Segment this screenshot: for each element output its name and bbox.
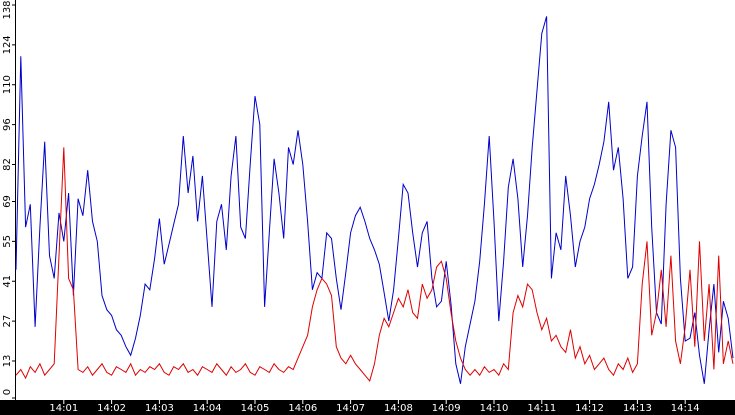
x-tick-label: 14:02: [97, 403, 126, 414]
x-tick-label: 14:03: [145, 403, 174, 414]
x-tick-label: 14:13: [623, 403, 652, 414]
y-tick-label: 69: [2, 195, 13, 208]
x-tick-label: 14:07: [336, 403, 365, 414]
x-tick-label: 14:08: [384, 403, 413, 414]
x-tick-label: 14:14: [671, 403, 700, 414]
series-line: [15, 147, 734, 382]
y-tick-label: 0: [2, 389, 13, 395]
x-tick-label: 14:06: [288, 403, 317, 414]
y-tick-label: 124: [2, 35, 13, 54]
x-tick-label: 14:01: [49, 403, 78, 414]
x-tick-label: 14:12: [575, 403, 604, 414]
x-tick-label: 14:09: [432, 403, 461, 414]
y-tick-label: 96: [2, 118, 13, 131]
x-tick-label: 14:10: [480, 403, 509, 414]
series-line: [15, 16, 734, 384]
x-tick-label: 14:04: [193, 403, 222, 414]
y-tick-label: 82: [2, 158, 13, 171]
y-tick-label: 138: [2, 0, 13, 19]
y-tick-label: 27: [2, 315, 13, 328]
y-tick-label: 110: [2, 75, 13, 94]
x-tick-label: 14:11: [527, 403, 556, 414]
x-tick-label: 14:05: [241, 403, 270, 414]
y-tick-label: 41: [2, 275, 13, 288]
y-tick-label: 55: [2, 235, 13, 248]
y-tick-label: 13: [2, 355, 13, 368]
x-axis-bar: [0, 400, 735, 415]
